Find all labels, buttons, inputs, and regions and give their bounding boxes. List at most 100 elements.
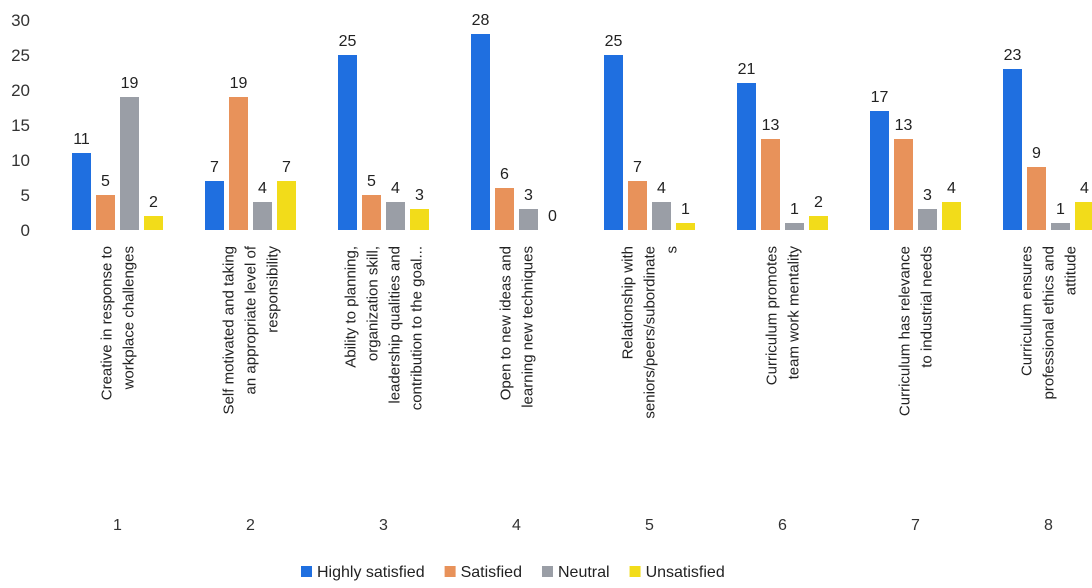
data-label: 25: [605, 33, 623, 50]
bar-highly-satisfied: [72, 153, 91, 230]
data-label: 1: [1056, 201, 1065, 218]
category-label-line: Open to new ideas and: [498, 246, 515, 400]
category-label-line: learning new techniques: [520, 246, 537, 408]
data-label: 5: [101, 173, 110, 190]
y-tick-label: 5: [21, 186, 30, 205]
data-label: 3: [524, 187, 533, 204]
data-label: 3: [415, 187, 424, 204]
data-label: 25: [339, 33, 357, 50]
category-label-line: an appropriate level of: [243, 245, 260, 394]
data-label: 6: [500, 166, 509, 183]
category-label-line: leadership qualities and: [387, 246, 404, 404]
data-label: 4: [1080, 180, 1089, 197]
legend-item: Highly satisfied: [301, 564, 425, 581]
data-label: 21: [738, 61, 756, 78]
category-label-line: seniors/peers/subordinate: [642, 246, 659, 419]
data-label: 4: [258, 180, 267, 197]
data-label: 17: [871, 89, 889, 106]
bar-highly-satisfied: [870, 111, 889, 230]
bar-unsatisfied: [942, 202, 961, 230]
category-number: 3: [379, 517, 388, 534]
bar-highly-satisfied: [1003, 69, 1022, 230]
data-label: 7: [282, 159, 291, 176]
category-label-line: s: [664, 246, 681, 254]
bar-highly-satisfied: [471, 34, 490, 230]
category-label-line: Relationship with: [620, 246, 637, 359]
bar-highly-satisfied: [205, 181, 224, 230]
data-label: 11: [73, 131, 90, 148]
data-label: 7: [633, 159, 642, 176]
category-number: 6: [778, 517, 787, 534]
category-number: 4: [512, 517, 521, 534]
category-label: Curriculum has relevance to industrial ne…: [897, 246, 936, 416]
category-label: Relationship with seniors/peers/subordina…: [620, 246, 681, 419]
y-tick-label: 20: [11, 81, 30, 100]
bar-satisfied: [628, 181, 647, 230]
category-label: Curriculum ensures professional ethics an…: [1019, 246, 1080, 399]
legend-swatch: [629, 566, 641, 577]
bar-unsatisfied: [1075, 202, 1092, 230]
category-label-line: contribution to the goal...: [409, 246, 426, 410]
bar-satisfied: [362, 195, 381, 230]
data-label: 4: [657, 180, 666, 197]
data-label: 3: [923, 187, 932, 204]
bar-unsatisfied: [676, 223, 695, 230]
bar-neutral: [1051, 223, 1070, 230]
category-label-line: professional ethics and: [1041, 246, 1058, 399]
bar-satisfied: [894, 139, 913, 230]
category-label-line: to industrial needs: [919, 246, 936, 368]
y-tick-label: 0: [21, 221, 30, 240]
legend-item: Neutral: [541, 564, 610, 581]
bar-unsatisfied: [809, 216, 828, 230]
bar-unsatisfied: [144, 216, 163, 230]
category-label-line: Curriculum promotes: [764, 246, 781, 385]
bar-satisfied: [495, 188, 514, 230]
data-label: 9: [1032, 145, 1041, 162]
data-label: 4: [391, 180, 400, 197]
category-label: Ability to planning, organization skill, l…: [343, 246, 426, 410]
bar-neutral: [785, 223, 804, 230]
data-label: 28: [472, 12, 490, 29]
bar-highly-satisfied: [338, 55, 357, 230]
data-label: 19: [230, 75, 248, 92]
category-label-line: Ability to planning,: [343, 246, 360, 368]
legend: Highly satisfied Satisfied Neutral Unsatisf…: [301, 564, 725, 581]
y-tick-label: 25: [11, 46, 30, 65]
category-label: Curriculum promotes team work mentality: [764, 246, 803, 386]
data-label: 7: [210, 159, 219, 176]
bar-neutral: [519, 209, 538, 230]
category-label-line: team work mentality: [786, 246, 803, 380]
category-label: Creative in response to workplace challen…: [99, 246, 138, 400]
data-label: 23: [1004, 47, 1022, 64]
category-label-line: Curriculum has relevance: [897, 246, 914, 416]
category-label-line: Self motivated and taking: [221, 246, 238, 414]
legend-item: Unsatisfied: [629, 564, 725, 581]
bar-neutral: [120, 97, 139, 230]
data-label: 1: [681, 201, 690, 218]
bar-highly-satisfied: [737, 83, 756, 230]
category-label-line: Curriculum ensures: [1019, 246, 1036, 376]
legend-item: Satisfied: [444, 564, 522, 581]
bar-satisfied: [96, 195, 115, 230]
y-tick-label: 10: [11, 151, 30, 170]
y-tick-label: 30: [11, 11, 30, 30]
data-label: 1: [790, 201, 799, 218]
data-label: 13: [762, 117, 780, 134]
y-axis: 0 5 10 15 20 25 30: [11, 11, 30, 240]
bar-neutral: [652, 202, 671, 230]
data-label: 2: [814, 194, 823, 211]
data-label: 19: [121, 75, 139, 92]
bar-highly-satisfied: [604, 55, 623, 230]
category-number: 2: [246, 517, 255, 534]
data-label: 4: [947, 180, 956, 197]
data-label: 13: [895, 117, 913, 134]
bar-unsatisfied: [410, 209, 429, 230]
legend-label: Highly satisfied: [317, 564, 425, 581]
data-label: 5: [367, 173, 376, 190]
bar-satisfied: [1027, 167, 1046, 230]
bar-satisfied: [761, 139, 780, 230]
bar-satisfied: [229, 97, 248, 230]
legend-label: Satisfied: [461, 564, 522, 581]
data-label: 2: [149, 194, 158, 211]
